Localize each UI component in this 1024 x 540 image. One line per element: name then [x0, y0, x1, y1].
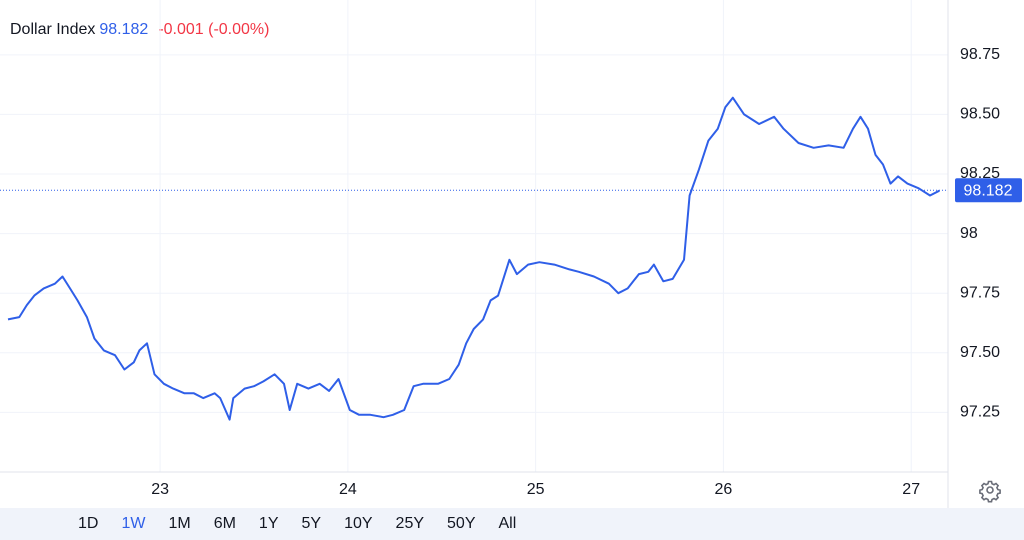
y-tick-label: 98.75 [960, 46, 1000, 63]
range-button[interactable]: 1Y [258, 515, 279, 532]
price-change: -0.001 (-0.00%) [158, 21, 270, 38]
last-price-tag [955, 178, 1022, 203]
plot [0, 96, 948, 421]
x-tick-label: 27 [902, 481, 920, 498]
range-button[interactable]: 6M [213, 515, 236, 532]
grid [0, 0, 948, 472]
x-tick-label: 24 [339, 481, 357, 498]
range-button[interactable]: All [498, 515, 517, 532]
range-button[interactable]: 50Y [447, 515, 476, 532]
last-price-label: 98.182 [964, 182, 1013, 199]
range-button[interactable]: 1W [121, 515, 146, 532]
y-tick-label: 97.25 [960, 404, 1000, 421]
chart-title: Dollar Index [10, 21, 96, 38]
x-tick-label: 26 [715, 481, 733, 498]
range-button[interactable]: 1D [78, 515, 99, 532]
y-tick-label: 98 [960, 225, 978, 242]
range-button[interactable]: 5Y [301, 515, 322, 532]
range-bar: 1D 1W 1M 6M 1Y 5Y 10Y 25Y 50Y All [0, 508, 1024, 540]
range-button[interactable]: 10Y [344, 515, 373, 532]
range-button[interactable]: 1M [168, 515, 191, 532]
range-button[interactable]: 25Y [395, 515, 425, 532]
settings-icon[interactable] [979, 480, 1001, 503]
chart: 97.25 97.50 97.75 98 98.25 98.50 98.75 23 24 25 26… [0, 0, 1022, 508]
price-line [7, 96, 940, 421]
y-tick-label: 97.50 [960, 344, 1000, 361]
y-tick-label: 98.50 [960, 106, 1000, 123]
x-tick-label: 25 [527, 481, 545, 498]
x-tick-label: 23 [151, 481, 169, 498]
y-tick-label: 97.75 [960, 284, 1000, 301]
header: Dollar Index 98.182 -0.001 (-0.00%) [10, 21, 269, 39]
y-tick-label: 98.25 [960, 165, 1000, 182]
last-price: 98.182 [99, 21, 149, 38]
